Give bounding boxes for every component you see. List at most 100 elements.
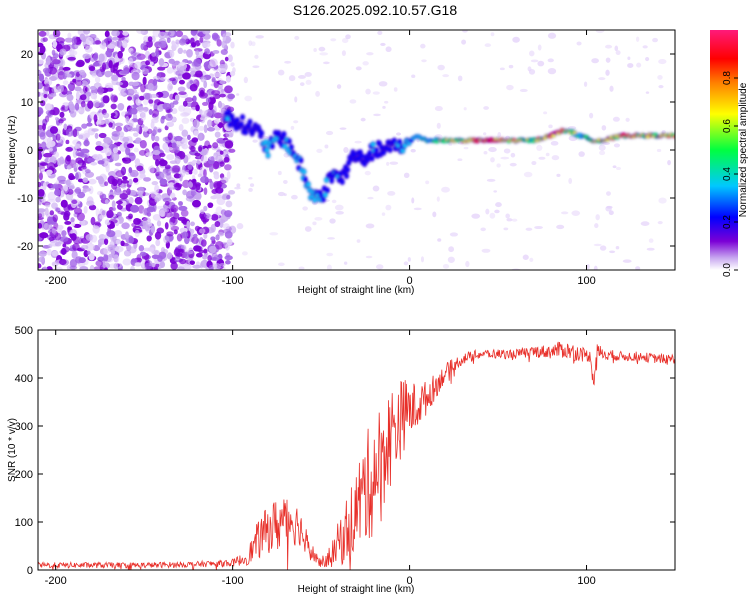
noise-blob	[98, 132, 107, 139]
noise-blob	[147, 82, 154, 91]
noise-blob	[122, 157, 132, 164]
noise-blob	[112, 254, 118, 259]
noise-blob	[254, 54, 259, 59]
noise-blob	[84, 46, 93, 53]
noise-blob	[38, 59, 44, 65]
noise-blob	[164, 125, 169, 131]
noise-blob	[200, 239, 207, 247]
noise-blob	[159, 178, 168, 186]
noise-blob	[207, 144, 212, 149]
noise-blob	[536, 144, 543, 152]
noise-blob	[336, 84, 342, 89]
noise-blob	[213, 263, 221, 270]
noise-blob	[166, 67, 174, 74]
x-tick-label: 0	[407, 275, 413, 287]
noise-blob	[103, 253, 109, 262]
noise-blob	[305, 79, 312, 85]
noise-blob	[567, 125, 577, 130]
noise-blob	[72, 243, 80, 251]
noise-blob	[411, 74, 416, 79]
noise-blob	[55, 196, 61, 203]
noise-blob	[627, 56, 631, 61]
noise-blob	[101, 210, 106, 216]
noise-blob	[169, 49, 175, 58]
noise-blob	[154, 197, 160, 203]
noise-blob	[224, 164, 232, 171]
noise-blob	[175, 30, 184, 38]
noise-blob	[652, 37, 658, 43]
noise-blob	[38, 256, 46, 263]
noise-blob	[181, 138, 187, 143]
noise-blob	[159, 76, 167, 81]
noise-blob	[157, 66, 166, 71]
noise-blob	[177, 47, 184, 55]
noise-blob	[131, 222, 137, 227]
noise-blob	[437, 238, 442, 242]
noise-blob	[589, 112, 594, 119]
noise-blob	[188, 139, 197, 147]
noise-blob	[80, 94, 87, 101]
noise-blob	[471, 213, 481, 219]
noise-blob	[211, 188, 218, 194]
noise-blob	[182, 100, 188, 107]
noise-blob	[389, 161, 399, 165]
noise-blob	[128, 88, 138, 94]
noise-blob	[331, 199, 337, 204]
noise-blob	[157, 128, 162, 133]
noise-blob	[509, 162, 517, 167]
noise-blob	[376, 264, 384, 270]
noise-blob	[463, 146, 469, 150]
noise-blob	[114, 122, 124, 127]
noise-blob	[511, 218, 518, 222]
noise-blob	[42, 123, 46, 131]
noise-blob	[127, 96, 132, 101]
noise-blob	[38, 213, 43, 219]
noise-blob	[252, 65, 260, 69]
noise-blob	[158, 210, 166, 218]
noise-blob	[187, 60, 193, 64]
noise-blob	[50, 183, 60, 189]
noise-blob	[187, 134, 191, 141]
noise-blob	[88, 185, 94, 195]
noise-blob	[188, 181, 193, 188]
noise-blob	[48, 236, 55, 241]
noise-blob	[193, 233, 198, 238]
noise-blob	[134, 196, 143, 205]
noise-blob	[64, 156, 71, 165]
noise-blob	[59, 48, 67, 56]
noise-blob	[154, 184, 160, 193]
noise-blob	[134, 56, 142, 60]
noise-blob	[69, 258, 78, 268]
noise-blob	[51, 250, 59, 257]
ridge-cell	[298, 158, 304, 163]
noise-blob	[139, 251, 147, 257]
noise-blob	[190, 30, 198, 36]
noise-blob	[568, 177, 573, 184]
noise-blob	[499, 67, 505, 71]
noise-blob	[119, 192, 128, 200]
noise-blob	[199, 36, 204, 44]
noise-blob	[94, 76, 101, 83]
noise-blob	[178, 66, 187, 74]
noise-blob	[210, 156, 215, 162]
noise-blob	[224, 85, 233, 94]
noise-blob	[291, 194, 298, 200]
noise-blob	[255, 35, 264, 39]
ridge-cell	[240, 114, 245, 120]
noise-blob	[193, 47, 203, 52]
ridge-cell	[359, 153, 364, 158]
noise-blob	[586, 263, 590, 270]
noise-blob	[128, 236, 135, 244]
noise-blob	[60, 199, 68, 208]
noise-blob	[107, 244, 115, 250]
noise-blob	[71, 221, 76, 227]
noise-blob	[211, 257, 220, 261]
noise-blob	[91, 73, 97, 78]
noise-blob	[480, 227, 486, 232]
noise-blob	[130, 107, 138, 115]
noise-blob	[407, 257, 411, 262]
snr-series-line	[38, 341, 675, 570]
noise-blob	[304, 226, 312, 232]
noise-blob	[318, 46, 326, 52]
noise-blob	[606, 191, 611, 196]
